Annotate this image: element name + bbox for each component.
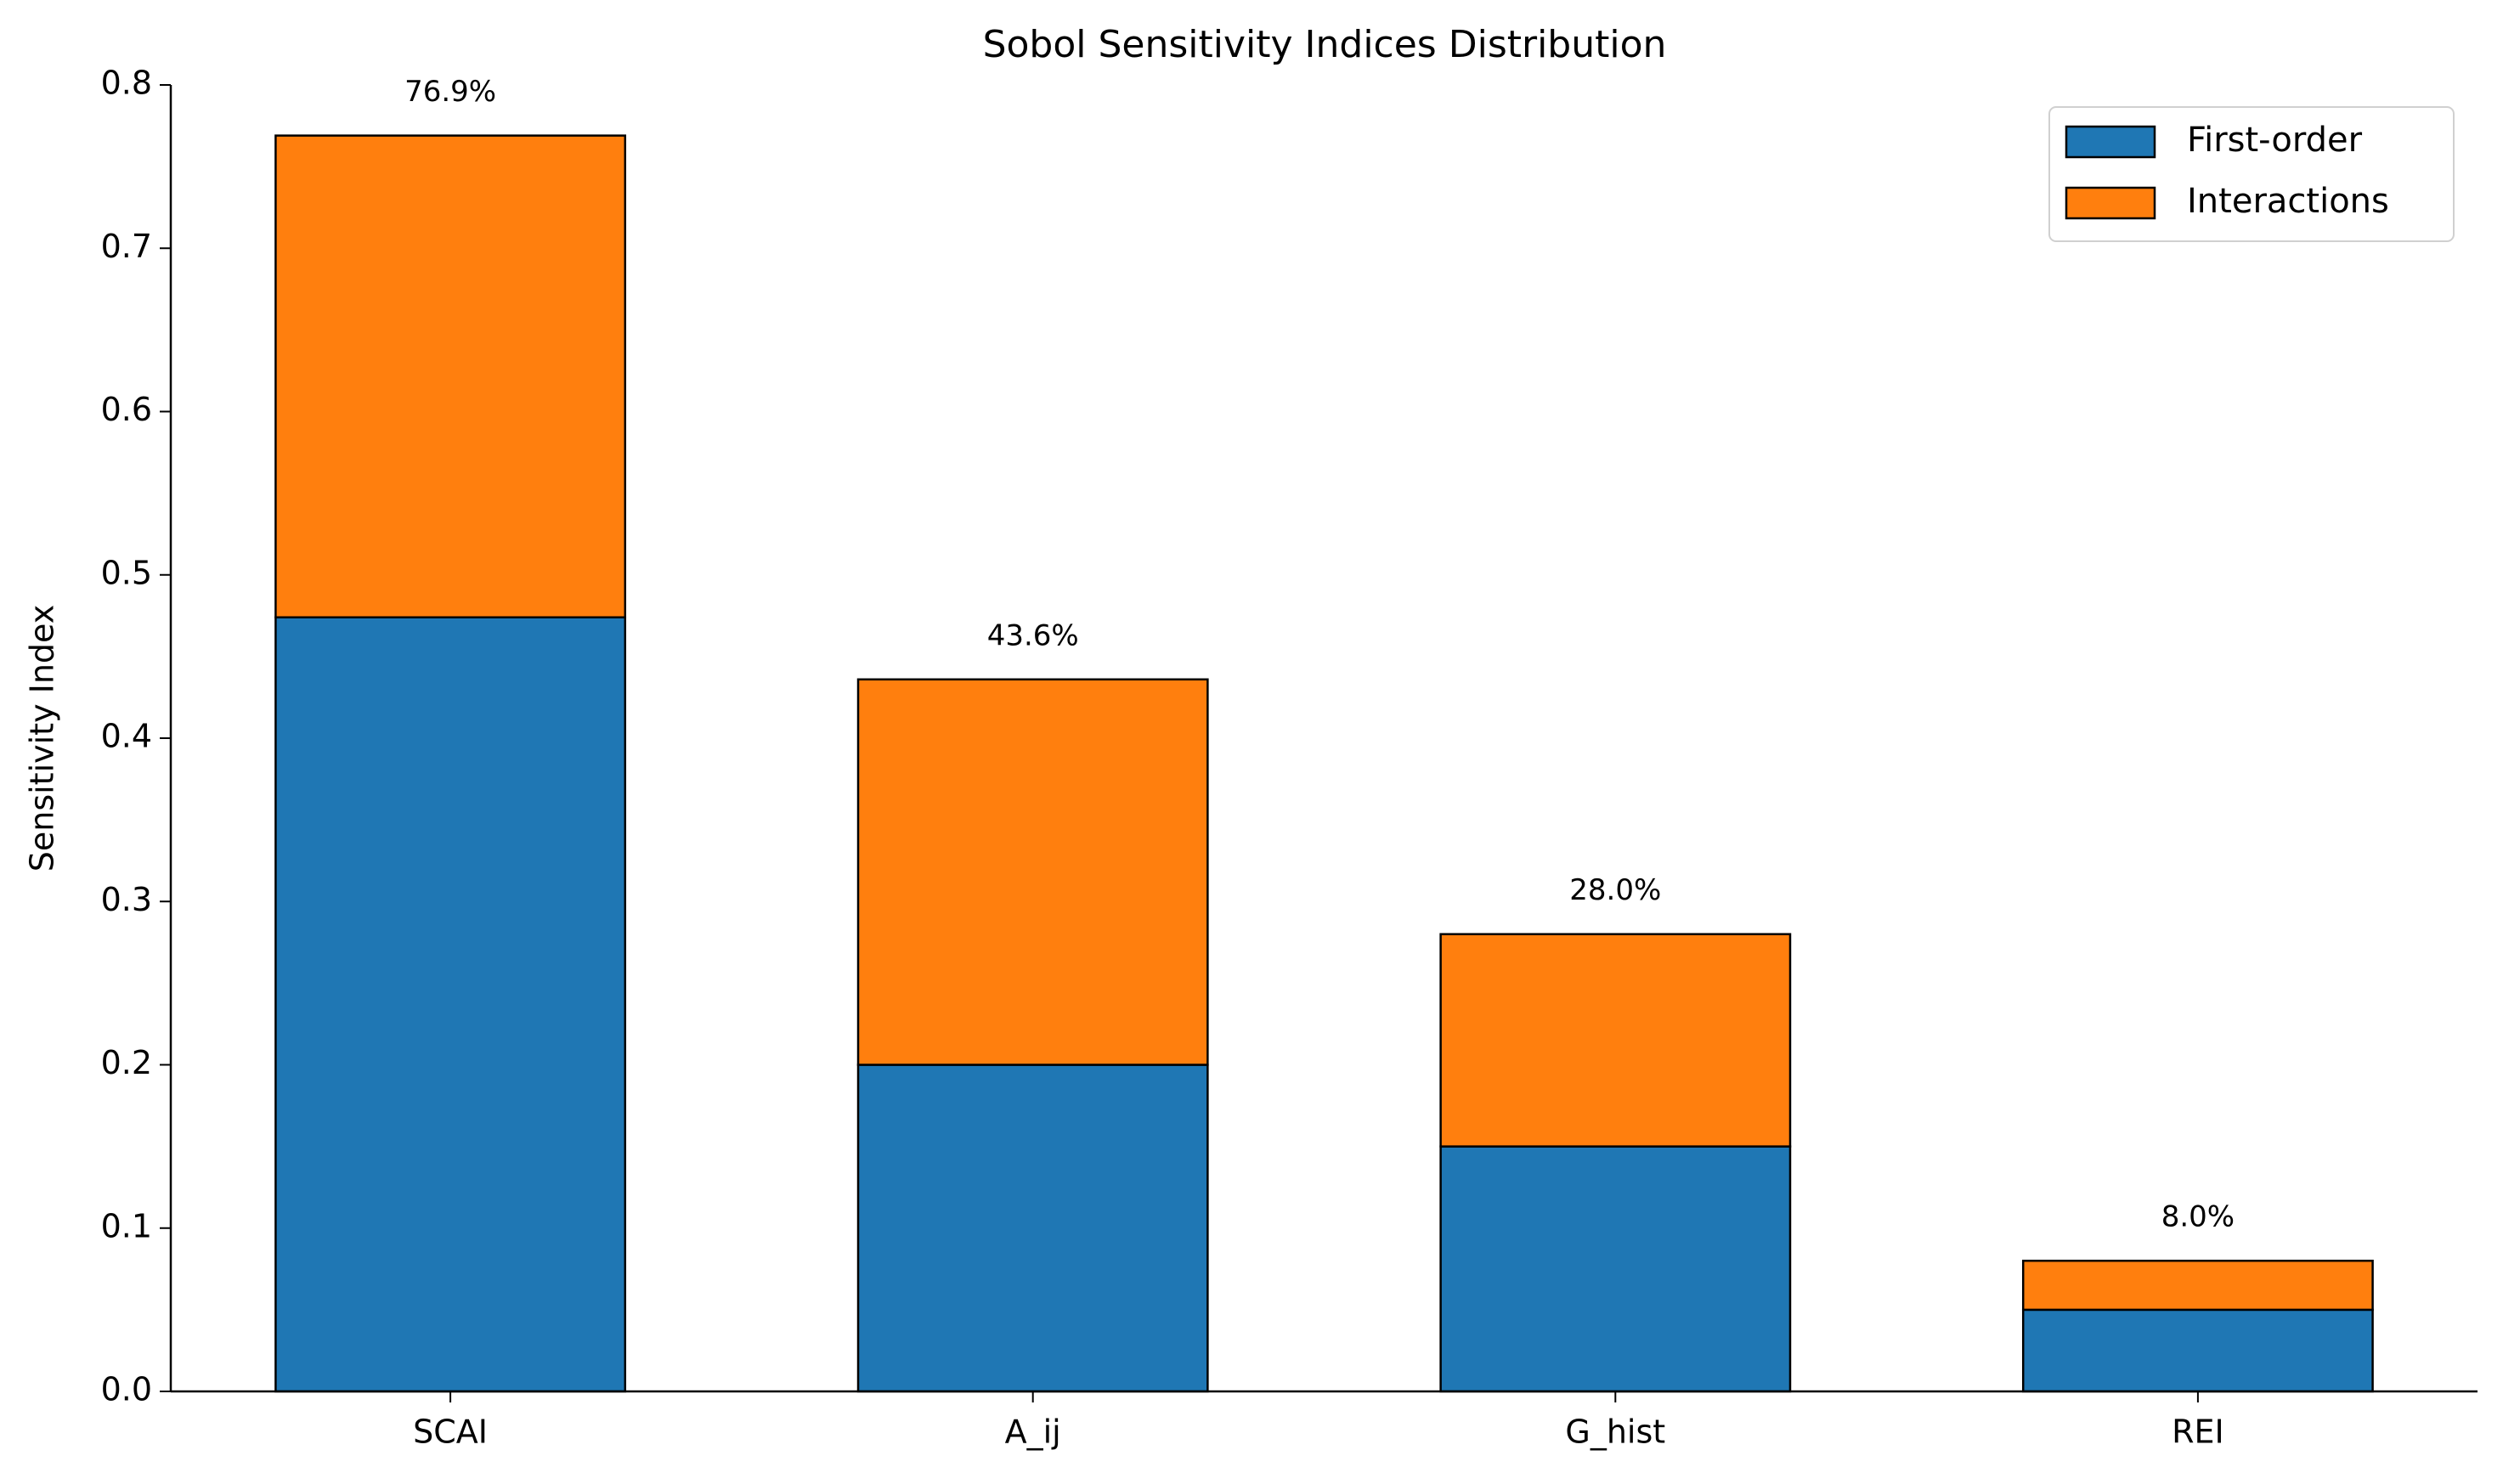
total-label: 8.0% (2161, 1200, 2235, 1234)
legend-label: First-order (2187, 121, 2363, 160)
x-tick-label: REI (2172, 1413, 2224, 1451)
bar-segment (274, 134, 627, 618)
y-tick-label: 0.0 (101, 1371, 152, 1408)
y-tick-label: 0.8 (101, 65, 152, 102)
legend-swatch (2065, 125, 2156, 159)
y-tick-label: 0.6 (101, 391, 152, 428)
y-tick-label: 0.5 (101, 554, 152, 591)
y-tick-label: 0.1 (101, 1207, 152, 1244)
y-tick-label: 0.7 (101, 228, 152, 265)
total-label: 76.9% (404, 75, 496, 109)
x-tick-label: G_hist (1565, 1413, 1665, 1451)
legend-swatch (2065, 186, 2156, 220)
bar-segment (856, 678, 1209, 1066)
x-tick-label: SCAI (413, 1413, 488, 1451)
bar-segment (2021, 1308, 2374, 1393)
bar-segment (856, 1064, 1209, 1393)
total-label: 28.0% (1569, 873, 1661, 907)
bar-segment (274, 616, 627, 1393)
y-tick-label: 0.2 (101, 1044, 152, 1081)
y-tick-label: 0.3 (101, 881, 152, 918)
chart-title: Sobol Sensitivity Indices Distribution (983, 23, 1667, 66)
total-label: 43.6% (987, 618, 1079, 652)
bar-segment (1439, 933, 1792, 1148)
y-axis-label: Sensitivity Index (24, 605, 61, 872)
bar-segment (1439, 1145, 1792, 1393)
y-tick-label: 0.4 (101, 718, 152, 755)
x-tick-label: A_ij (1005, 1413, 1061, 1451)
legend-label: Interactions (2187, 182, 2389, 221)
bar-segment (2021, 1259, 2374, 1312)
